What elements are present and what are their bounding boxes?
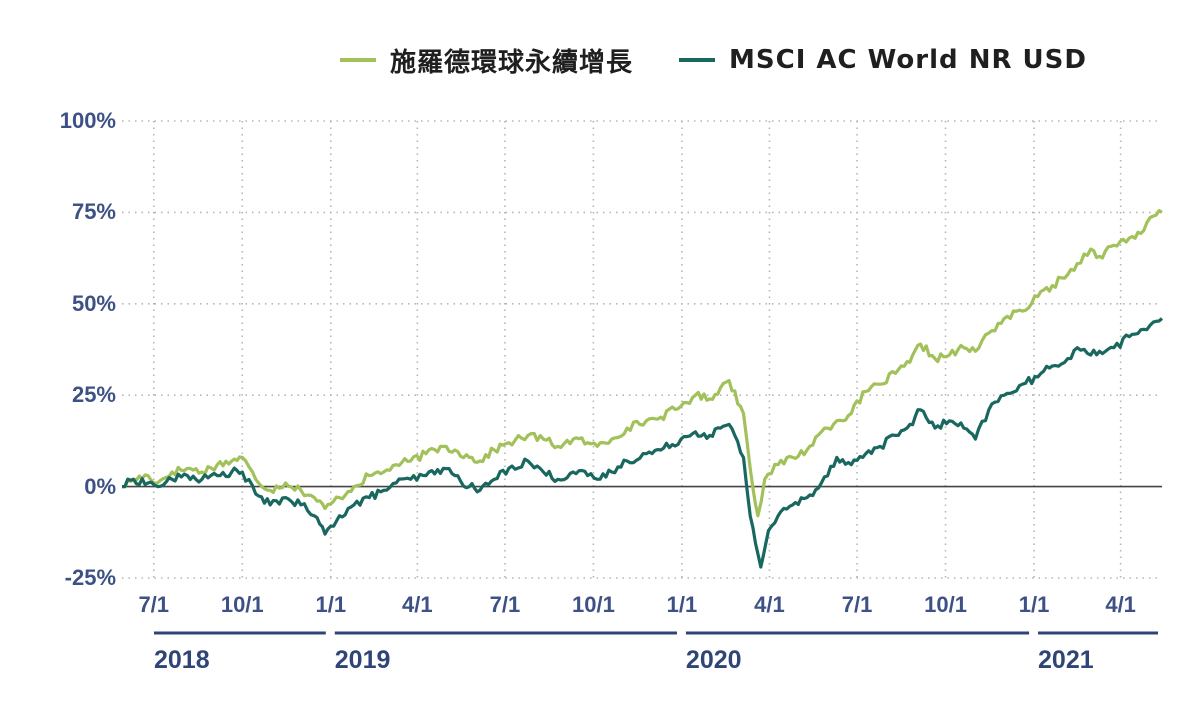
legend-label-fund: 施羅德環球永續增長 <box>390 47 634 78</box>
year-label: 2018 <box>154 646 210 674</box>
year-label: 2021 <box>1038 646 1094 674</box>
y-tick-label: 50% <box>71 290 116 316</box>
year-label: 2019 <box>334 646 391 674</box>
x-tick-label: 4/1 <box>1105 592 1136 617</box>
x-tick-label: 10/1 <box>220 592 264 617</box>
x-tick-label: 4/1 <box>754 592 785 617</box>
legend-label-benchmark: MSCI AC World NR USD <box>729 45 1087 75</box>
series-line-fund <box>121 209 1163 518</box>
y-tick-label: 0% <box>84 473 116 499</box>
x-tick-label: 1/1 <box>666 592 698 617</box>
x-tick-label: 10/1 <box>571 592 615 617</box>
x-tick-label: 7/1 <box>841 592 873 617</box>
y-tick-label: 100% <box>59 108 116 133</box>
y-tick-label: -25% <box>64 565 116 590</box>
legend: 施羅德環球永續增長 MSCI AC World NR USD <box>340 40 1133 80</box>
year-label: 2020 <box>685 646 742 674</box>
legend-swatch-fund <box>340 58 376 62</box>
x-tick-label: 10/1 <box>924 592 967 617</box>
y-tick-label: 25% <box>71 382 116 408</box>
x-tick-label: 1/1 <box>315 592 347 617</box>
x-tick-label: 4/1 <box>402 592 433 617</box>
x-tick-label: 1/1 <box>1018 592 1050 617</box>
x-tick-label: 7/1 <box>138 592 170 617</box>
x-tick-label: 7/1 <box>489 592 521 617</box>
y-tick-label: 75% <box>71 199 116 225</box>
legend-item-fund: 施羅德環球永續增長 <box>340 42 633 79</box>
legend-item-benchmark: MSCI AC World NR USD <box>679 45 1087 75</box>
legend-swatch-benchmark <box>679 58 716 62</box>
series-line-benchmark <box>121 317 1164 569</box>
